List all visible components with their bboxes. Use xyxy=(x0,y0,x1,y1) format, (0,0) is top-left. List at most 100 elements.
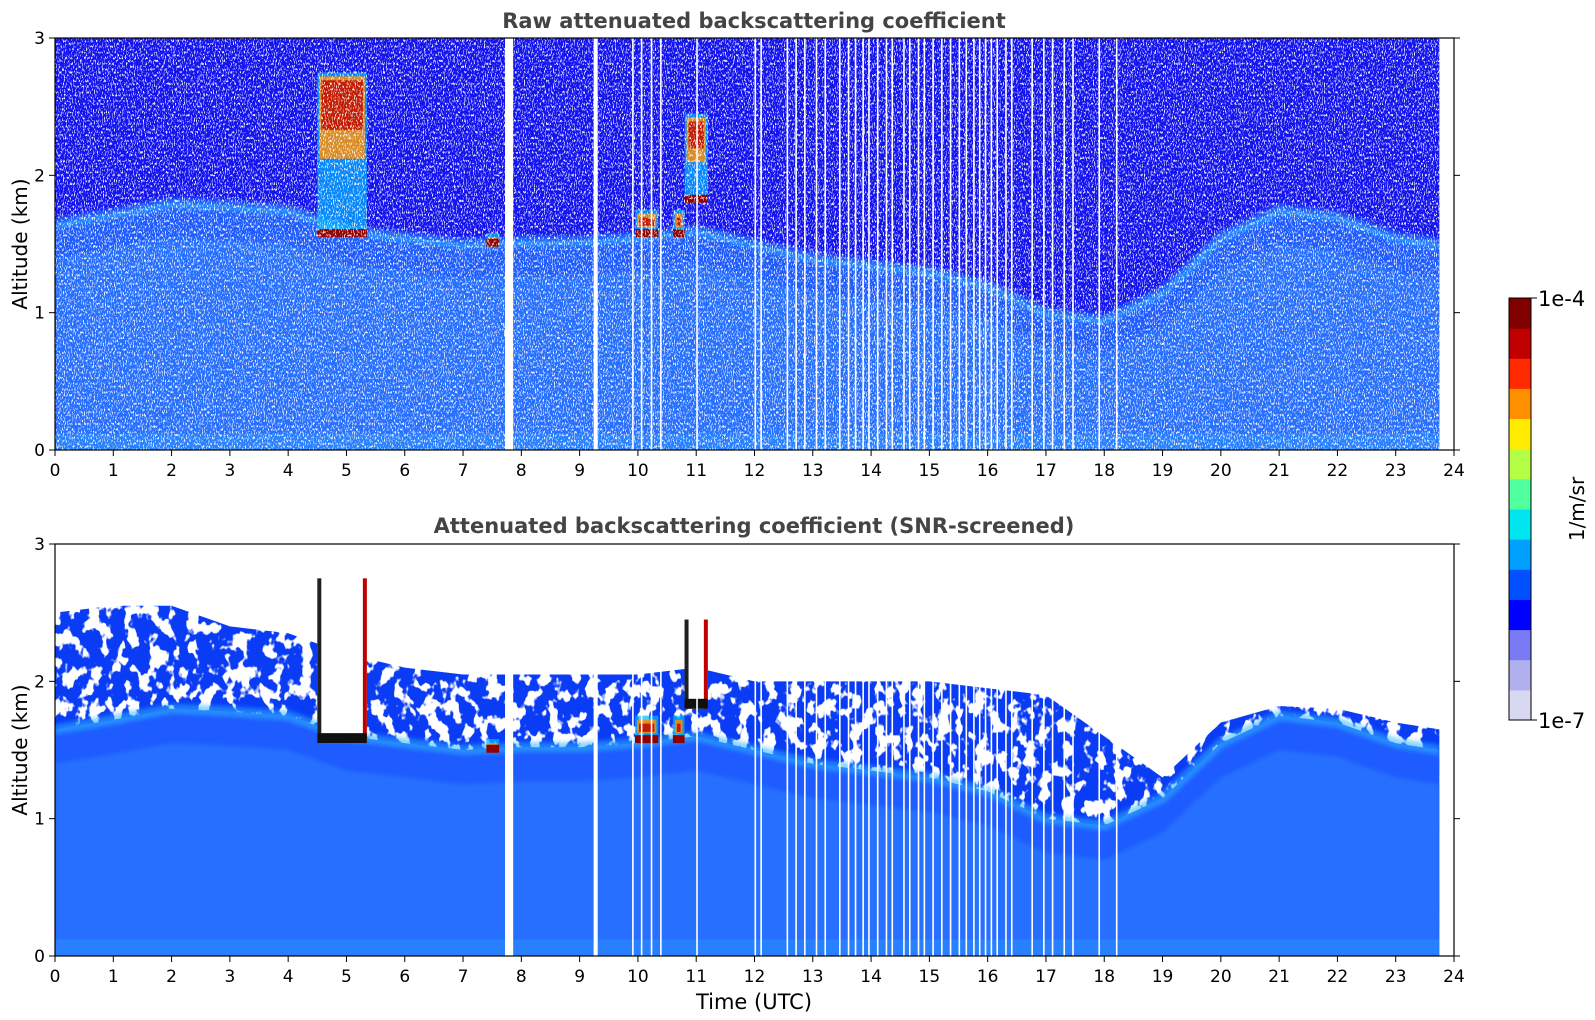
missing-profile xyxy=(932,544,934,956)
x-tick-label: 10 xyxy=(627,461,649,481)
y-tick-label: 0 xyxy=(34,441,45,461)
no-data-region xyxy=(1439,38,1454,450)
x-tick-label: 12 xyxy=(744,967,766,987)
missing-profile xyxy=(632,38,634,450)
missing-profile xyxy=(660,38,662,450)
x-tick-label: 3 xyxy=(224,461,235,481)
missing-profile xyxy=(1051,38,1054,450)
cloud-3 xyxy=(672,715,685,744)
x-tick-label: 18 xyxy=(1093,461,1115,481)
x-tick-label: 18 xyxy=(1093,967,1115,987)
colorbar-swatch xyxy=(1509,569,1531,600)
missing-profile xyxy=(660,544,662,956)
x-tick-label: 16 xyxy=(977,967,999,987)
x-tick-label: 6 xyxy=(399,967,410,987)
x-tick-label: 9 xyxy=(574,967,585,987)
missing-profile xyxy=(885,544,888,956)
missing-profile xyxy=(854,38,857,450)
missing-profile xyxy=(917,544,920,956)
x-tick-label: 22 xyxy=(1327,967,1349,987)
x-tick-label: 19 xyxy=(1152,967,1174,987)
x-tick-label: 0 xyxy=(50,461,61,481)
screened-panel: Attenuated backscattering coefficient (S… xyxy=(8,514,1465,1014)
x-tick-label: 15 xyxy=(919,967,941,987)
missing-profile xyxy=(973,544,975,956)
missing-profile xyxy=(804,544,806,956)
missing-profile xyxy=(949,544,952,956)
missing-profile xyxy=(1031,544,1033,956)
missing-profile xyxy=(1005,38,1007,450)
colorbar-swatch xyxy=(1509,659,1531,691)
y-tick-label: 0 xyxy=(34,947,45,967)
x-tick-label: 20 xyxy=(1210,967,1232,987)
colorbar-swatch xyxy=(1509,388,1531,420)
missing-profile xyxy=(923,38,926,450)
colorbar-min-label: 1e-7 xyxy=(1538,709,1585,733)
x-tick-label: 17 xyxy=(1035,967,1057,987)
colorbar-swatch xyxy=(1509,629,1531,661)
missing-profile xyxy=(923,544,926,956)
missing-profile xyxy=(804,38,806,450)
missing-profile xyxy=(815,38,818,450)
x-tick-label: 2 xyxy=(166,461,177,481)
x-tick-label: 8 xyxy=(516,461,527,481)
screened-x-axis: 0 1 2 3 4 5 6 7 8 9 10 11 12 13 14 15 16 17 18 19 20 21 22 23 24 xyxy=(50,956,1465,987)
x-tick-label: 7 xyxy=(458,967,469,987)
missing-profile xyxy=(632,544,634,956)
x-tick-label: 0 xyxy=(50,967,61,987)
missing-profile xyxy=(815,544,818,956)
x-tick-label: 21 xyxy=(1268,967,1290,987)
x-tick-label: 6 xyxy=(399,461,410,481)
raw-panel-title: Raw attenuated backscattering coefficien… xyxy=(502,9,1006,33)
colorbar-swatch xyxy=(1509,358,1531,389)
missing-profile xyxy=(891,38,894,450)
data-gap-0 xyxy=(505,544,514,956)
missing-profile xyxy=(1072,544,1074,956)
missing-profile xyxy=(903,38,905,450)
screened-data-gaps xyxy=(505,544,1118,956)
missing-profile xyxy=(754,544,757,956)
missing-profile xyxy=(650,38,653,450)
colorbar-swatch xyxy=(1509,509,1531,540)
x-tick-label: 23 xyxy=(1385,461,1407,481)
colorbar-swatch xyxy=(1509,328,1531,359)
missing-profile xyxy=(839,544,841,956)
missing-profile xyxy=(876,544,879,956)
missing-profile xyxy=(862,38,864,450)
missing-profile xyxy=(941,38,943,450)
x-tick-label: 22 xyxy=(1327,461,1349,481)
x-tick-label: 5 xyxy=(341,461,352,481)
raw-y-axis: 0 1 2 3 xyxy=(34,29,1460,461)
x-tick-label: 23 xyxy=(1385,967,1407,987)
colorbar-max-label: 1e-4 xyxy=(1538,287,1585,311)
x-tick-label: 13 xyxy=(802,461,824,481)
colorbar-swatch xyxy=(1509,448,1531,480)
x-tick-label: 2 xyxy=(166,967,177,987)
missing-profile xyxy=(795,38,797,450)
missing-profile xyxy=(795,544,797,956)
missing-profile xyxy=(1043,38,1045,450)
colorbar-frame xyxy=(1508,297,1532,721)
y-tick-label: 3 xyxy=(34,535,45,555)
missing-profile xyxy=(885,38,888,450)
x-tick-label: 12 xyxy=(744,461,766,481)
missing-profile xyxy=(917,38,920,450)
x-tick-label: 24 xyxy=(1443,967,1465,987)
screened-y-axis-label: Altitude (km) xyxy=(8,684,32,815)
missing-profile xyxy=(965,38,968,450)
x-tick-label: 14 xyxy=(860,967,882,987)
missing-profile xyxy=(996,38,999,450)
x-tick-label: 5 xyxy=(341,967,352,987)
x-axis-label: Time (UTC) xyxy=(695,990,812,1014)
missing-profile xyxy=(908,38,911,450)
missing-profile xyxy=(1115,38,1118,450)
y-tick-label: 1 xyxy=(34,810,45,830)
missing-profile xyxy=(984,544,987,956)
missing-profile xyxy=(854,544,857,956)
colorbar-swatch xyxy=(1509,478,1531,510)
x-tick-label: 21 xyxy=(1268,461,1290,481)
missing-profile xyxy=(1010,544,1013,956)
missing-profile xyxy=(973,38,975,450)
missing-profile xyxy=(1072,38,1074,450)
y-tick-label: 3 xyxy=(34,29,45,49)
